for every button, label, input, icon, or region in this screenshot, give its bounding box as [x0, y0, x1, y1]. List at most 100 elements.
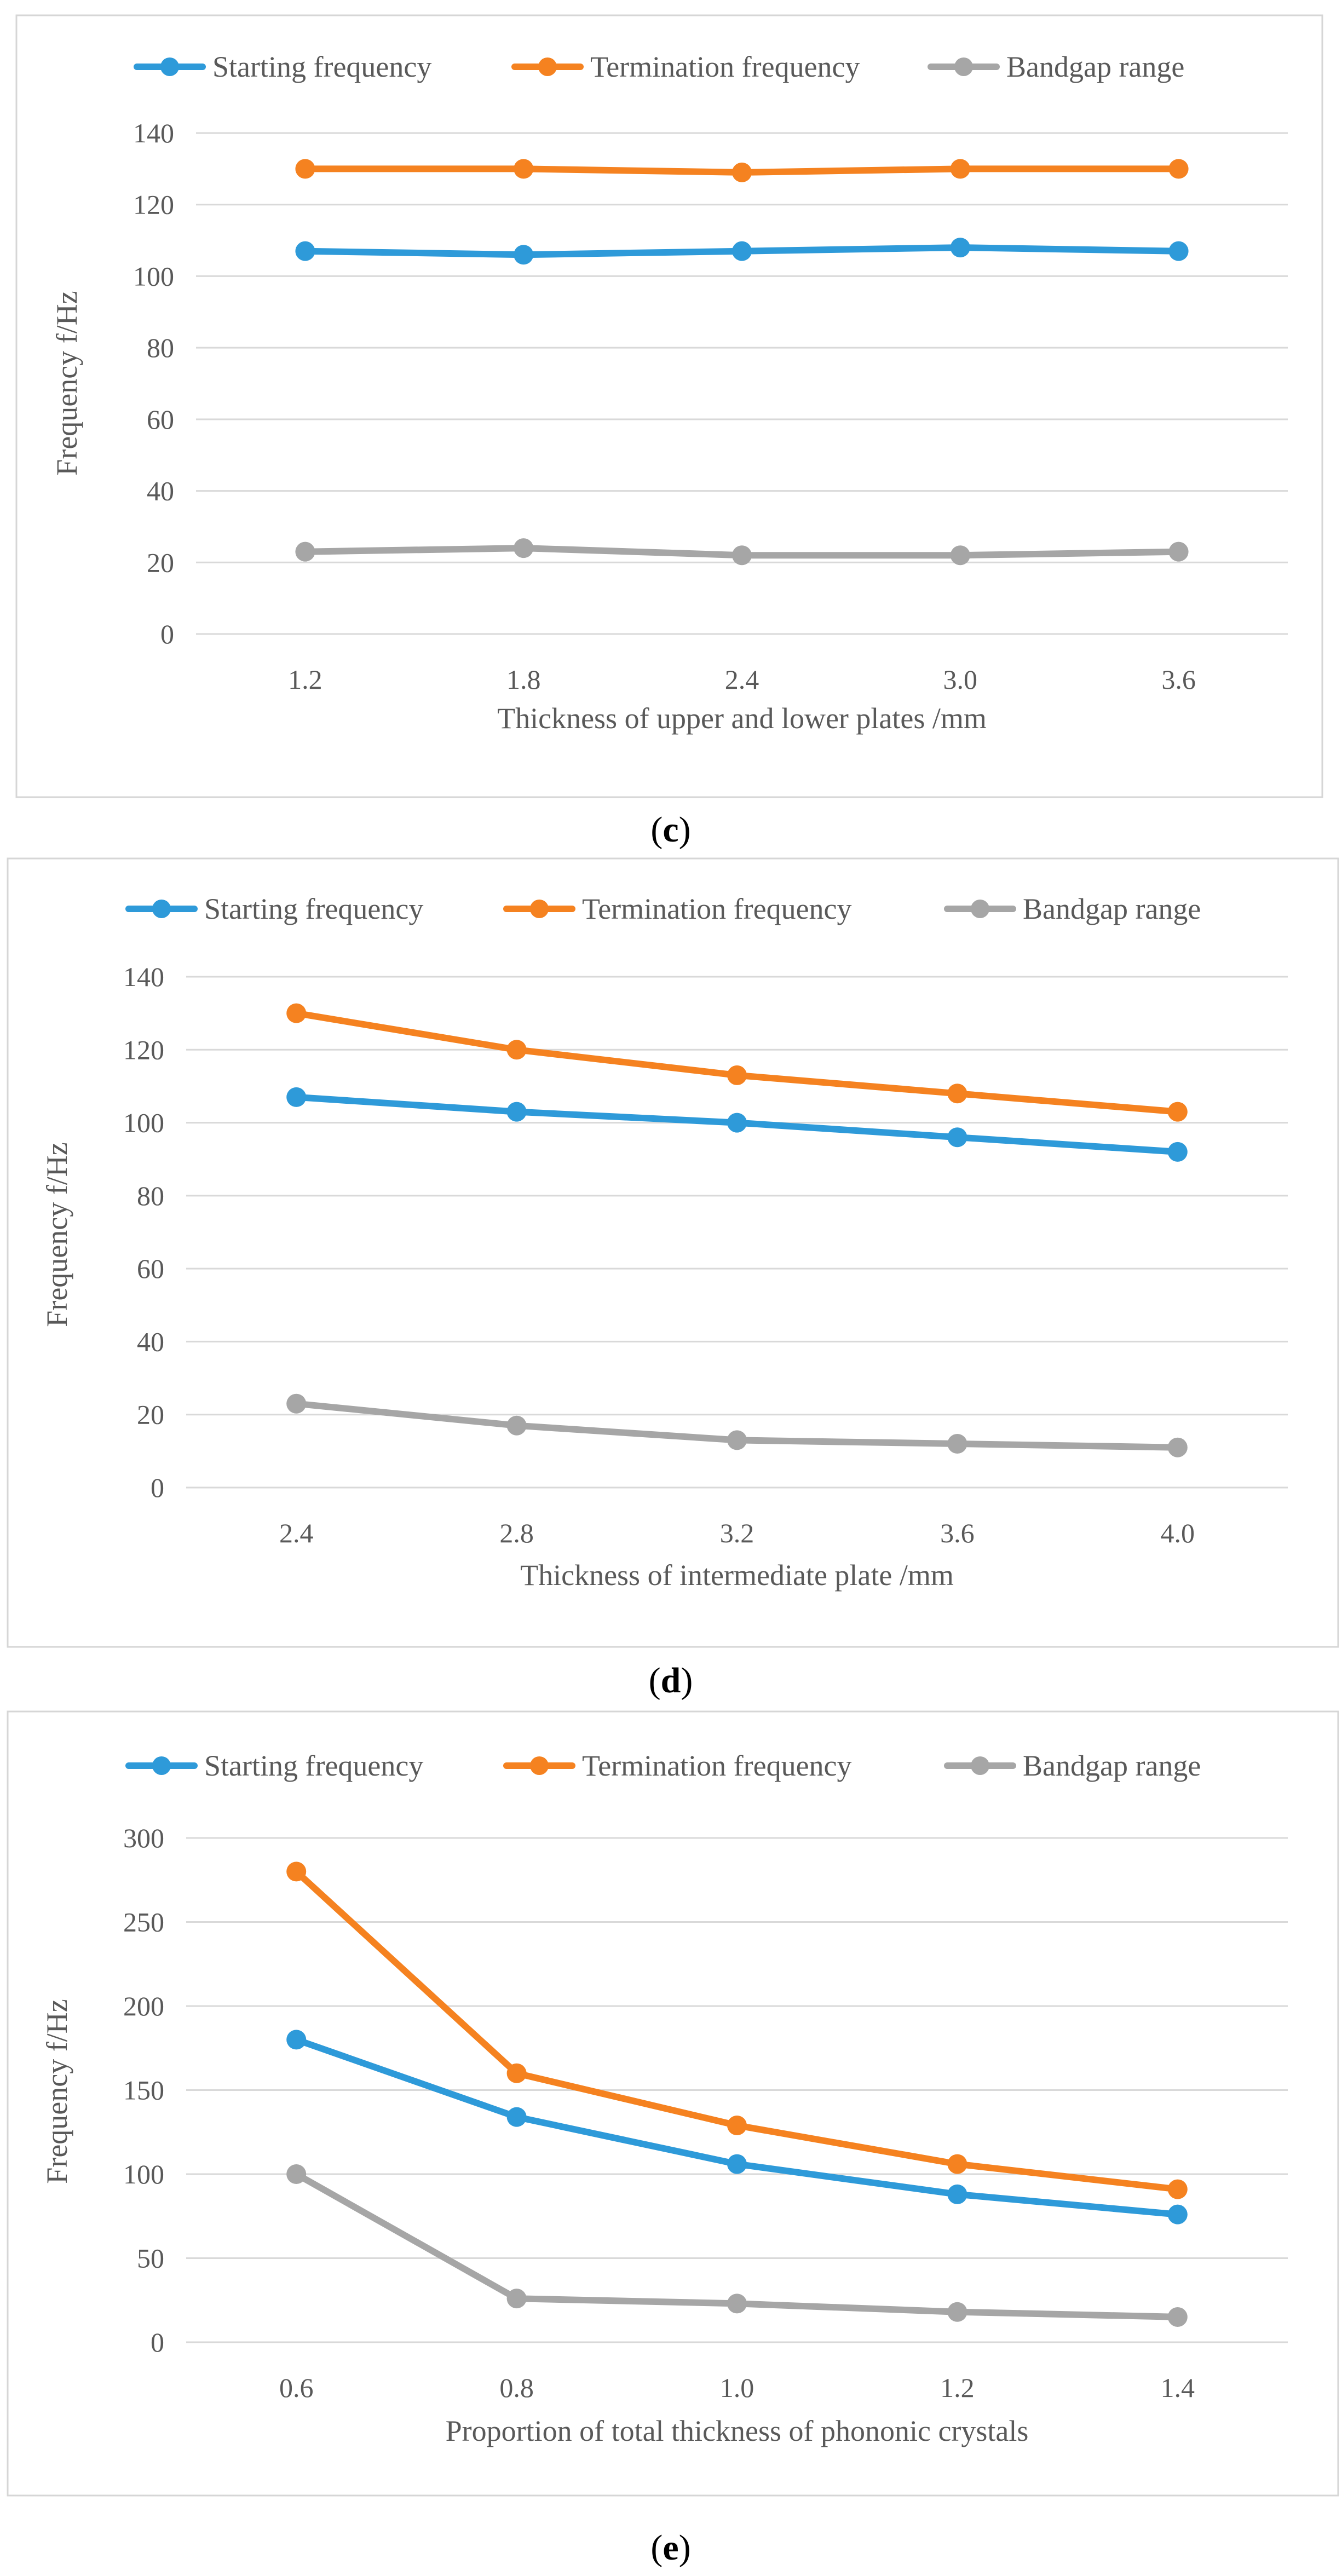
y-axis-title: Frequency f/Hz	[41, 1142, 73, 1327]
x-tick-label: 2.4	[279, 1518, 314, 1548]
y-tick-label: 100	[123, 2159, 164, 2189]
x-tick-label: 3.0	[943, 664, 978, 695]
data-point	[950, 159, 970, 179]
data-point	[947, 1084, 967, 1104]
y-tick-label: 0	[160, 619, 174, 649]
legend-label: Starting frequency	[204, 1749, 423, 1782]
panel-frame	[7, 857, 1339, 1648]
y-tick-label: 50	[137, 2243, 164, 2274]
x-tick-label: 2.4	[725, 664, 759, 695]
data-point	[947, 1127, 967, 1148]
data-point	[727, 2115, 747, 2135]
data-point	[727, 2154, 747, 2174]
y-tick-label: 60	[137, 1253, 164, 1284]
y-tick-label: 40	[147, 476, 174, 506]
data-point	[1167, 2179, 1188, 2199]
legend-label: Bandgap range	[1006, 50, 1184, 83]
y-tick-label: 80	[137, 1180, 164, 1211]
data-point	[506, 1102, 527, 1122]
data-point	[286, 2030, 307, 2050]
panel-caption: (d)	[649, 1661, 693, 1701]
legend-label: Termination frequency	[582, 1749, 852, 1782]
panel-frame	[15, 14, 1323, 798]
y-tick-label: 200	[123, 1991, 164, 2021]
y-tick-label: 100	[123, 1108, 164, 1138]
data-point	[732, 162, 752, 182]
data-point	[1167, 1437, 1188, 1457]
x-tick-label: 4.0	[1161, 1518, 1195, 1548]
x-axis-title: Proportion of total thickness of phononi…	[446, 2414, 1029, 2447]
y-tick-label: 20	[147, 547, 174, 578]
data-point	[286, 1393, 307, 1414]
data-point	[1167, 1142, 1188, 1162]
y-tick-label: 150	[123, 2075, 164, 2106]
y-tick-label: 140	[123, 961, 164, 992]
panel-caption: (e)	[650, 2528, 690, 2568]
x-axis-title: Thickness of intermediate plate /mm	[520, 1559, 954, 1592]
panel-frame	[7, 1710, 1339, 2497]
y-tick-label: 20	[137, 1399, 164, 1430]
data-point	[1168, 541, 1189, 562]
x-tick-label: 3.6	[1161, 664, 1196, 695]
x-tick-label: 1.0	[720, 2372, 754, 2403]
data-point	[286, 1003, 307, 1023]
y-tick-label: 120	[123, 1034, 164, 1065]
x-tick-label: 1.2	[288, 664, 322, 695]
legend-label: Bandgap range	[1023, 892, 1201, 925]
y-tick-label: 40	[137, 1326, 164, 1357]
y-axis-title: Frequency f/Hz	[50, 291, 83, 475]
x-tick-label: 0.6	[279, 2372, 314, 2403]
legend-label: Bandgap range	[1023, 1749, 1201, 1782]
data-point	[506, 2289, 527, 2309]
legend-marker	[152, 1756, 171, 1775]
data-point	[295, 159, 315, 179]
data-point	[727, 1430, 747, 1450]
data-point	[727, 1113, 747, 1133]
data-point	[947, 2184, 967, 2204]
data-point	[947, 2302, 967, 2322]
legend-marker	[954, 57, 973, 76]
data-point	[514, 245, 534, 265]
data-point	[514, 538, 534, 558]
legend-label: Starting frequency	[204, 892, 423, 925]
data-point	[727, 2293, 747, 2314]
data-point	[950, 545, 970, 566]
data-point	[514, 159, 534, 179]
x-tick-label: 1.2	[940, 2372, 975, 2403]
legend-label: Termination frequency	[582, 892, 852, 925]
data-point	[506, 1040, 527, 1060]
y-tick-label: 120	[133, 189, 174, 220]
legend-marker	[530, 900, 549, 918]
y-tick-label: 250	[123, 1907, 164, 1938]
legend-marker	[971, 900, 989, 918]
x-tick-label: 0.8	[499, 2372, 534, 2403]
y-tick-label: 80	[147, 332, 174, 363]
legend-label: Termination frequency	[590, 50, 860, 83]
data-point	[1167, 2307, 1188, 2327]
x-tick-label: 3.2	[720, 1518, 754, 1548]
y-tick-label: 140	[133, 118, 174, 148]
data-point	[732, 545, 752, 566]
chart-panel-e: 0 50 100 150 200 250 300 0.6 0.8 1.0 1.2 1.4 Proport…	[7, 1710, 1339, 2568]
data-point	[1168, 241, 1189, 261]
x-tick-label: 1.4	[1161, 2372, 1195, 2403]
legend-label: Starting frequency	[212, 50, 431, 83]
data-point	[947, 1434, 967, 1454]
y-tick-label: 100	[133, 261, 174, 291]
chart-panel-d: 0 20 40 60 80 100 120 140 2.4 2.8 3.2 3.6 4.0 Thickne…	[7, 857, 1339, 1701]
legend-marker	[971, 1756, 989, 1775]
data-point	[732, 241, 752, 261]
data-point	[727, 1065, 747, 1085]
y-axis-title: Frequency f/Hz	[41, 1999, 73, 2183]
legend-marker	[538, 57, 557, 76]
x-tick-label: 2.8	[499, 1518, 534, 1548]
legend-marker	[530, 1756, 549, 1775]
y-tick-label: 300	[123, 1823, 164, 1853]
y-tick-label: 0	[151, 1472, 164, 1503]
chart-panel-c: 0 20 40 60 80 100 120 140 1.2 1.8 2.4 3.0 3.6 Thickne…	[15, 14, 1323, 850]
y-tick-label: 60	[147, 404, 174, 435]
x-tick-label: 1.8	[506, 664, 541, 695]
data-point	[1167, 2204, 1188, 2225]
data-point	[950, 238, 970, 258]
y-tick-label: 0	[151, 2327, 164, 2358]
